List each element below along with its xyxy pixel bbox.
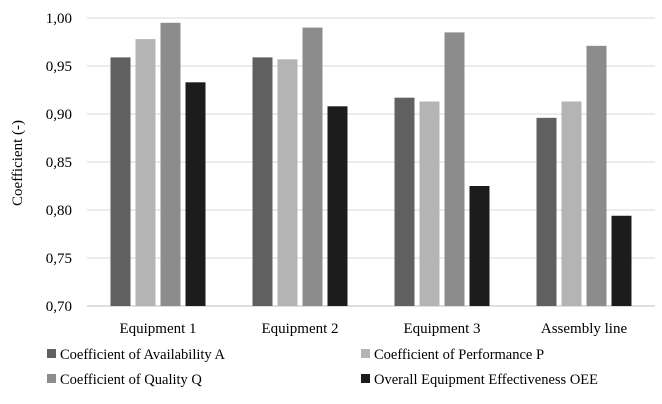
y-tick-label: 0,80 <box>46 203 72 219</box>
legend-label: Coefficient of Availability A <box>60 347 226 363</box>
bar-equipment-3-series-1 <box>394 97 415 307</box>
gridlines <box>87 17 655 307</box>
y-axis-ticks: 0,70 0,75 0,80 0,85 0,90 0,95 1,00 <box>46 11 72 315</box>
legend-item: Coefficient of Performance P <box>361 347 544 363</box>
y-tick-label: 1,00 <box>46 11 72 27</box>
y-tick-label: 0,95 <box>46 59 72 75</box>
bar-equipment-1-series-4 <box>185 82 206 306</box>
legend-label: Overall Equipment Effectiveness OEE <box>374 372 598 388</box>
x-category-label: Equipment 1 <box>119 321 196 337</box>
bar-equipment-3-series-2 <box>419 101 440 307</box>
y-axis-title: Coefficient (-) <box>10 120 26 206</box>
legend-swatch <box>361 349 370 358</box>
bar-equipment-2-series-1 <box>252 57 273 306</box>
legend-item: Coefficient of Quality Q <box>47 372 202 388</box>
x-category-label: Assembly line <box>541 321 628 337</box>
legend-swatch <box>47 374 56 383</box>
legend-item: Overall Equipment Effectiveness OEE <box>361 372 598 388</box>
legend-label: Coefficient of Quality Q <box>60 372 202 388</box>
bar-assembly-line-series-3 <box>586 45 607 307</box>
y-tick-label: 0,75 <box>46 251 72 267</box>
legend-swatch <box>361 374 370 383</box>
bar-assembly-line-series-4 <box>611 215 632 306</box>
bar-equipment-2-series-4 <box>327 106 348 306</box>
bar-assembly-line-series-1 <box>536 117 557 306</box>
y-tick-label: 0,90 <box>46 107 72 123</box>
y-tick-label: 0,70 <box>46 299 72 315</box>
legend-swatch <box>47 349 56 358</box>
y-tick-label: 0,85 <box>46 155 72 171</box>
bar-equipment-1-series-1 <box>110 57 131 306</box>
bars <box>110 22 632 307</box>
x-category-label: Equipment 3 <box>403 321 480 337</box>
x-category-label: Equipment 2 <box>261 321 338 337</box>
bar-equipment-2-series-3 <box>302 27 323 306</box>
legend-label: Coefficient of Performance P <box>374 347 544 363</box>
bar-equipment-1-series-3 <box>160 22 181 307</box>
bar-equipment-2-series-2 <box>277 59 298 306</box>
legend: Coefficient of Availability A Coefficient… <box>47 347 598 388</box>
bar-equipment-3-series-4 <box>469 186 490 306</box>
bar-equipment-3-series-3 <box>444 32 465 307</box>
bar-equipment-1-series-2 <box>135 39 156 307</box>
x-axis-categories: Equipment 1 Equipment 2 Equipment 3 Assembl… <box>119 321 627 337</box>
legend-item: Coefficient of Availability A <box>47 347 226 363</box>
bar-assembly-line-series-2 <box>561 101 582 307</box>
